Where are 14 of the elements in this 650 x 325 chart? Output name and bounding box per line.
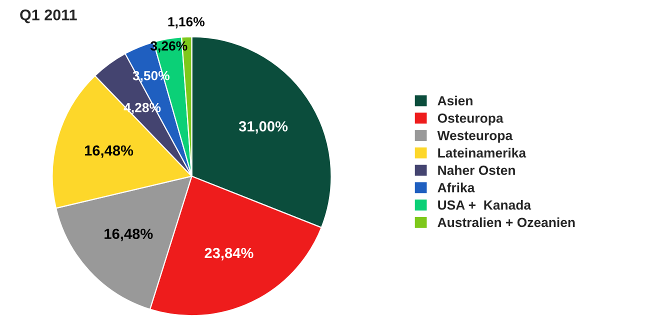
chart-title: Q1 2011 bbox=[20, 10, 77, 24]
legend-label: Westeuropa bbox=[437, 130, 513, 143]
data-label: 16,48% bbox=[84, 145, 134, 158]
data-label: 31,00% bbox=[238, 121, 288, 134]
legend-label: Lateinamerika bbox=[438, 148, 526, 158]
legend-label: Osteuropa bbox=[438, 113, 504, 126]
legend-label: Australien + Ozeanien bbox=[438, 217, 575, 228]
data-label: 23,84% bbox=[204, 248, 254, 260]
legend-label: USA + Kanada bbox=[438, 200, 532, 210]
data-label: 16,48% bbox=[104, 228, 153, 242]
data-label: 1,16% bbox=[168, 17, 205, 28]
legend-label: Asien bbox=[438, 96, 472, 106]
legend-label: Afrika bbox=[438, 182, 475, 192]
legend-label: Naher Osten bbox=[438, 165, 515, 175]
